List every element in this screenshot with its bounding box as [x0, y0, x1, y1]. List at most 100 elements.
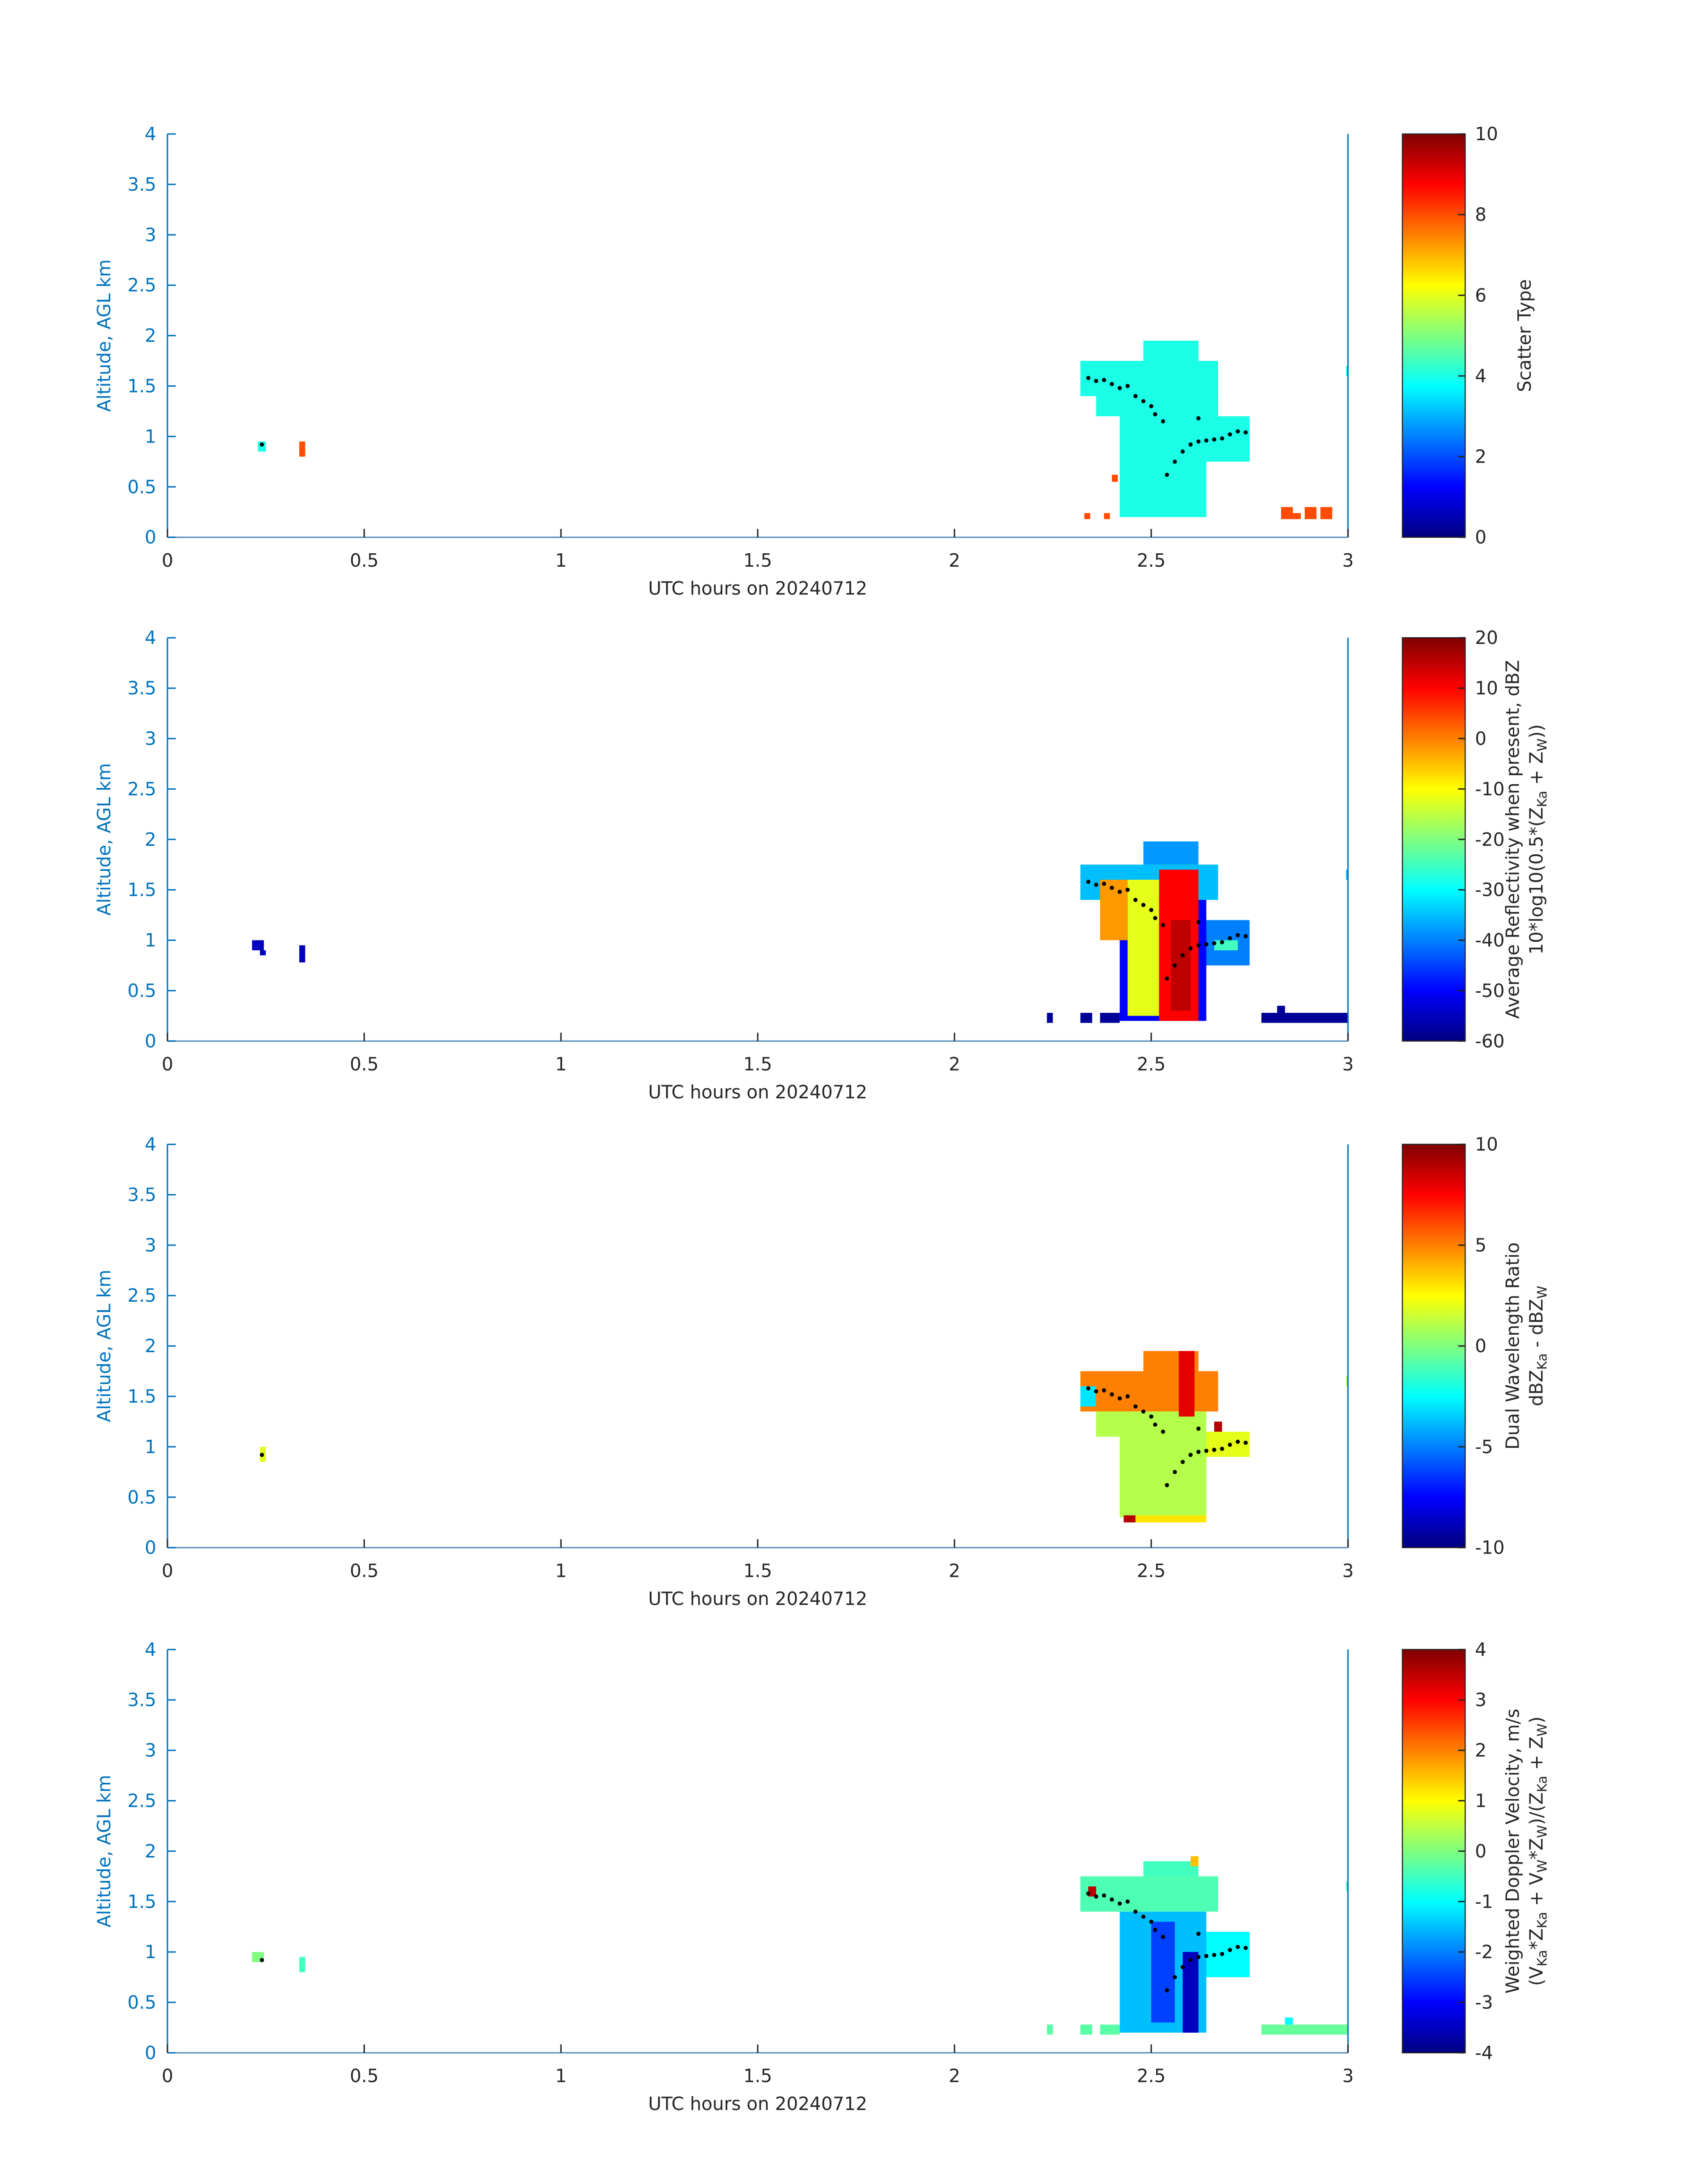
marker-dot [1212, 941, 1216, 945]
label-subscript: Ka [1534, 1353, 1550, 1370]
panel: 0 0.5 1 1.5 2 2.5 3 3.5 4 0 0.5 1 1.5 2 2.5 3 UTC hours … [93, 627, 1550, 1103]
marker-dot [1086, 1891, 1090, 1896]
data-cell [1080, 1371, 1218, 1412]
y-tick-label: 1 [145, 930, 156, 951]
marker-dot [1243, 934, 1248, 939]
marker-dot [1228, 1442, 1232, 1447]
label-part: Dual Wavelength Ratio [1502, 1242, 1524, 1450]
y-axis-label: Altitude, AGL km [93, 1775, 115, 1927]
data-cell [299, 441, 305, 457]
y-tick-label: 1 [145, 1436, 156, 1458]
colorbar-tick-label: -20 [1475, 829, 1504, 850]
marker-dot [1117, 386, 1122, 390]
marker-dot [1188, 442, 1193, 447]
marker-dot [1180, 1460, 1185, 1464]
label-subscript: W [1534, 738, 1550, 751]
data-cell [1084, 513, 1090, 519]
data-cell [1119, 396, 1207, 517]
y-tick-label: 1.5 [127, 1891, 156, 1912]
data-cell [1214, 940, 1238, 951]
x-tick-label: 1 [555, 2065, 567, 2087]
marker-dot [1086, 1386, 1090, 1391]
x-tick-label: 2 [949, 1560, 960, 1581]
label-part: Average Reflectivity when present, dBZ [1502, 660, 1524, 1019]
y-tick-label: 0 [145, 2042, 156, 2064]
y-tick-label: 0 [145, 1537, 156, 1559]
data-cell [1346, 366, 1348, 376]
y-tick-label: 4 [145, 123, 156, 145]
data-cell [299, 1957, 305, 1972]
x-tick-label: 1.5 [743, 1560, 773, 1581]
marker-dot [1204, 1449, 1209, 1453]
colorbar-tick-label: 2 [1475, 1740, 1487, 1761]
marker-dot [1212, 1447, 1216, 1452]
data-cell [1100, 880, 1128, 940]
colorbar-tick-label: 4 [1475, 1639, 1487, 1660]
x-tick-label: 3 [1342, 1560, 1354, 1581]
label-part: *Z [1526, 1928, 1547, 1950]
colorbar-tick-label: -4 [1475, 2042, 1493, 2064]
colorbar-tick-label: 4 [1475, 365, 1487, 387]
label-part: Scatter Type [1514, 279, 1535, 392]
x-tick-label: 1.5 [743, 1053, 773, 1075]
y-tick-label: 0.5 [127, 1992, 156, 2013]
colorbar-label: Scatter Type [1514, 279, 1535, 392]
x-tick-label: 0 [162, 2065, 173, 2087]
data-cell [1080, 1876, 1218, 1912]
marker-dot [1141, 1409, 1146, 1414]
data-cell [1112, 475, 1118, 482]
y-tick-label: 3.5 [127, 1184, 156, 1205]
data-cell [1096, 396, 1120, 417]
marker-dot [1196, 920, 1201, 924]
marker-dot [1161, 1429, 1165, 1434]
label-part: (V [1526, 1966, 1547, 1986]
marker-dot [1196, 1426, 1201, 1431]
label-part: - dBZ [1526, 1299, 1547, 1353]
y-tick-label: 1 [145, 426, 156, 447]
label-part: )/(Z [1526, 1792, 1547, 1825]
y-tick-label: 1.5 [127, 879, 156, 901]
y-tick-label: 2.5 [127, 778, 156, 800]
colorbar-tick-label: -1 [1475, 1891, 1493, 1912]
y-tick-label: 3 [145, 1234, 156, 1256]
y-tick-label: 0 [145, 1030, 156, 1052]
marker-dot [1125, 1394, 1130, 1399]
y-tick-label: 1 [145, 1941, 156, 1963]
data-cell [1104, 513, 1110, 519]
data-cell [1080, 361, 1218, 397]
data-cell [1100, 1013, 1120, 1023]
marker-dot [1133, 1910, 1138, 1914]
marker-dot [1133, 394, 1138, 398]
label-subscript: Ka [1534, 1776, 1550, 1792]
marker-dot [1102, 882, 1107, 886]
marker-dot [1117, 1396, 1122, 1401]
marker-dot [1180, 449, 1185, 454]
marker-dot [1165, 1988, 1169, 1993]
x-tick-label: 1 [555, 550, 567, 571]
data-cell [1182, 1952, 1199, 2033]
colorbar-label: (VKa*ZKa + VW*ZW)/(ZKa + ZW) [1526, 1717, 1550, 1986]
y-tick-label: 1.5 [127, 1386, 156, 1407]
marker-dot [1117, 1901, 1122, 1906]
y-tick-label: 0.5 [127, 476, 156, 497]
marker-dot [1220, 1951, 1224, 1956]
y-axis-label: Altitude, AGL km [93, 763, 115, 916]
x-axis-label: UTC hours on 20240712 [648, 2093, 868, 2114]
colorbar-label: Dual Wavelength Ratio [1502, 1242, 1524, 1450]
marker-dot [1094, 1894, 1098, 1899]
marker-dot [1165, 472, 1169, 477]
marker-dot [1086, 376, 1090, 380]
label-subscript: Ka [1534, 1912, 1550, 1928]
colorbar-tick-label: -3 [1475, 1992, 1493, 2013]
data-cell [1143, 1861, 1199, 1876]
x-tick-label: 2 [949, 1053, 960, 1075]
data-cell [260, 950, 266, 956]
label-part: Weighted Doppler Velocity, m/s [1502, 1709, 1524, 1993]
y-tick-label: 2.5 [127, 1790, 156, 1811]
marker-dot [1220, 940, 1224, 944]
x-tick-label: 0 [162, 550, 173, 571]
colorbar-tick-label: -30 [1475, 879, 1504, 901]
colorbar [1402, 133, 1466, 538]
y-tick-label: 3.5 [127, 174, 156, 195]
